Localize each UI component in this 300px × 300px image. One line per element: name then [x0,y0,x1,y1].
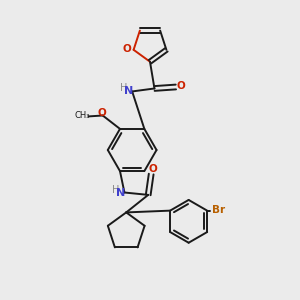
Text: O: O [148,164,157,174]
Text: O: O [123,44,131,54]
Text: H: H [112,185,119,195]
Text: O: O [98,108,106,118]
Text: N: N [124,85,133,96]
Text: H: H [120,83,128,93]
Text: N: N [116,188,125,198]
Text: O: O [177,81,186,92]
Text: Br: Br [212,205,225,215]
Text: CH₃: CH₃ [74,111,90,120]
